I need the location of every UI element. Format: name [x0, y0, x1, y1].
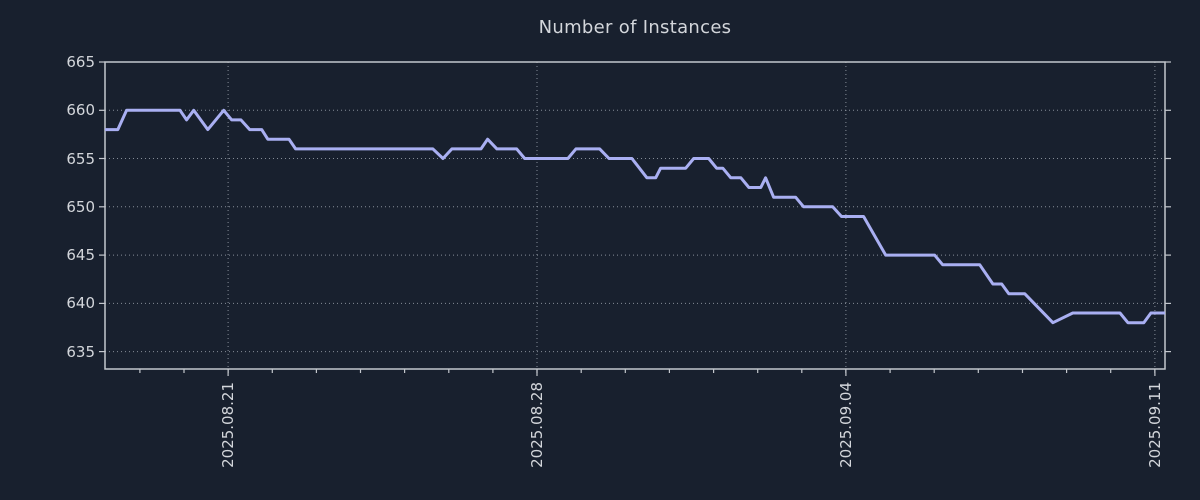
y-tick-label: 660: [66, 101, 95, 119]
y-tick-label: 645: [66, 246, 95, 264]
y-tick-label: 640: [66, 294, 95, 312]
series-line: [105, 108, 1165, 325]
chart-title: Number of Instances: [538, 17, 732, 38]
x-tick-label: 2025.09.11: [1146, 382, 1164, 468]
y-tick-label: 655: [66, 150, 95, 168]
x-tick-label: 2025.08.21: [219, 382, 237, 468]
y-tick-label: 635: [66, 343, 95, 361]
y-tick-label: 650: [66, 198, 95, 216]
x-tick-label: 2025.09.04: [837, 382, 855, 468]
y-tick-label: 665: [66, 53, 95, 71]
plot-border: [104, 61, 1166, 370]
x-tick-label: 2025.08.28: [528, 382, 546, 468]
